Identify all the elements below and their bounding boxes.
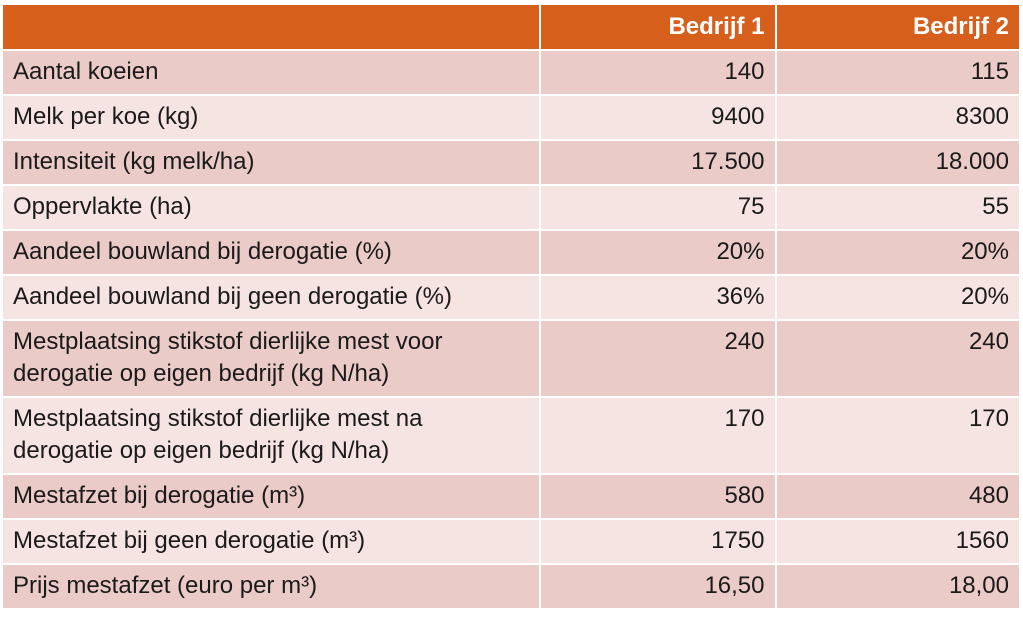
- cell-value: 20%: [541, 231, 775, 274]
- cell-value: 16,50: [541, 565, 775, 608]
- cell-value: 75: [541, 186, 775, 229]
- cell-value: 8300: [776, 96, 1019, 139]
- table-row: Prijs mestafzet (euro per m³) 16,50 18,00: [3, 565, 1019, 608]
- table-row: Aandeel bouwland bij geen derogatie (%) 3…: [3, 276, 1019, 319]
- table-row: Aantal koeien 140 115: [3, 51, 1019, 94]
- cell-value: 18,00: [776, 565, 1019, 608]
- table-row: Mestplaatsing stikstof dierlijke mest vo…: [3, 321, 1019, 396]
- table-row: Intensiteit (kg melk/ha) 17.500 18.000: [3, 141, 1019, 184]
- table-row: Melk per koe (kg) 9400 8300: [3, 96, 1019, 139]
- table-row: Mestafzet bij derogatie (m³) 580 480: [3, 475, 1019, 518]
- header-cell: [3, 5, 540, 49]
- cell-value: 36%: [541, 276, 775, 319]
- cell-value: 240: [776, 321, 1019, 396]
- cell-value: 170: [776, 398, 1019, 473]
- cell-value: 580: [541, 475, 775, 518]
- row-label: Aandeel bouwland bij geen derogatie (%): [3, 276, 540, 319]
- cell-value: 1560: [776, 520, 1019, 563]
- table-row: Oppervlakte (ha) 75 55: [3, 186, 1019, 229]
- cell-value: 55: [776, 186, 1019, 229]
- cell-value: 170: [541, 398, 775, 473]
- cell-value: 20%: [776, 231, 1019, 274]
- row-label: Mestplaatsing stikstof dierlijke mest vo…: [3, 321, 540, 396]
- row-label: Aantal koeien: [3, 51, 540, 94]
- column-header: Bedrijf 1: [541, 5, 775, 49]
- table-row: Aandeel bouwland bij derogatie (%) 20% 20%: [3, 231, 1019, 274]
- table-body: Aantal koeien 140 115 Melk per koe (kg) 9400…: [3, 51, 1019, 608]
- column-header: Bedrijf 2: [776, 5, 1019, 49]
- cell-value: 9400: [541, 96, 775, 139]
- cell-value: 1750: [541, 520, 775, 563]
- row-label: Mestafzet bij geen derogatie (m³): [3, 520, 540, 563]
- table-row: Mestafzet bij geen derogatie (m³) 1750 156…: [3, 520, 1019, 563]
- cell-value: 140: [541, 51, 775, 94]
- row-label: Mestafzet bij derogatie (m³): [3, 475, 540, 518]
- cell-value: 115: [776, 51, 1019, 94]
- row-label: Prijs mestafzet (euro per m³): [3, 565, 540, 608]
- cell-value: 18.000: [776, 141, 1019, 184]
- cell-value: 480: [776, 475, 1019, 518]
- header-row: Bedrijf 1 Bedrijf 2: [3, 5, 1019, 49]
- row-label: Melk per koe (kg): [3, 96, 540, 139]
- cell-value: 20%: [776, 276, 1019, 319]
- cell-value: 17.500: [541, 141, 775, 184]
- row-label: Intensiteit (kg melk/ha): [3, 141, 540, 184]
- table-row: Mestplaatsing stikstof dierlijke mest na…: [3, 398, 1019, 473]
- data-table: Bedrijf 1 Bedrijf 2 Aantal koeien 140 115 Me…: [1, 3, 1021, 610]
- row-label: Aandeel bouwland bij derogatie (%): [3, 231, 540, 274]
- cell-value: 240: [541, 321, 775, 396]
- row-label: Mestplaatsing stikstof dierlijke mest na…: [3, 398, 540, 473]
- row-label: Oppervlakte (ha): [3, 186, 540, 229]
